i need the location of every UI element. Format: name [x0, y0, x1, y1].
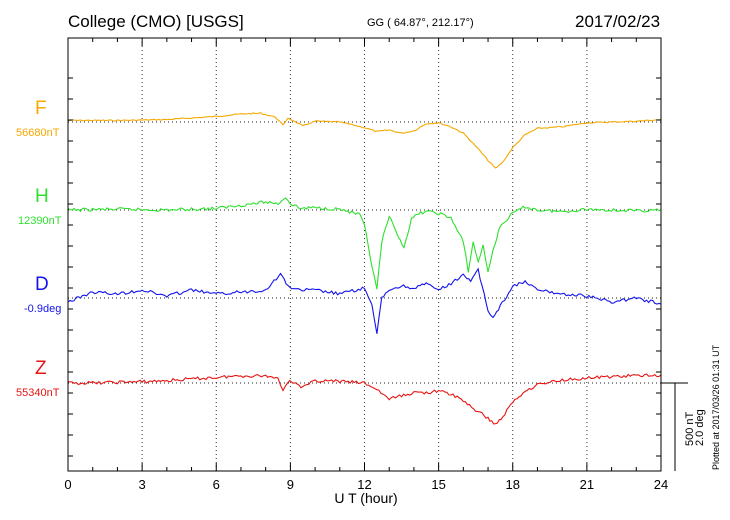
series-name-Z: Z: [35, 358, 47, 379]
series-baseline-F: 56680nT: [16, 127, 60, 139]
scale-bar: [661, 382, 688, 471]
trace-H: [67, 197, 662, 290]
x-tick-label-3: 3: [139, 477, 146, 492]
x-tick-label-9: 9: [287, 477, 294, 492]
x-tick-labels: 0 3 6 9 12 15 18 21 24: [64, 477, 668, 492]
station-coordinates: GG ( 64.87°, 212.17°): [367, 17, 474, 29]
series-baseline-D: -0.9deg: [24, 303, 62, 315]
station-title: College (CMO) [USGS]: [68, 12, 244, 31]
series-name-H: H: [35, 186, 49, 207]
trace-Z: [67, 373, 662, 425]
x-tick-label-15: 15: [431, 477, 445, 492]
scale-label-deg: 2.0 deg: [694, 409, 706, 446]
trace-F: [67, 112, 662, 169]
x-tick-label-24: 24: [654, 477, 668, 492]
grid-lines: [141, 38, 588, 471]
series-baseline-H: 12390nT: [18, 215, 62, 227]
axis-ticks: [67, 38, 662, 471]
chart-date: 2017/02/23: [575, 12, 661, 31]
trace-D: [67, 267, 662, 334]
series-baseline-Z: 55340nT: [16, 387, 60, 399]
x-tick-label-18: 18: [506, 477, 520, 492]
x-axis-label: U T (hour): [334, 490, 397, 506]
x-tick-label-12: 12: [357, 477, 371, 492]
plotted-timestamp: Plotted at 2017/03/26 01:31 UT: [711, 344, 721, 470]
x-tick-label-0: 0: [64, 477, 71, 492]
series-name-F: F: [35, 98, 47, 119]
series-name-D: D: [35, 274, 49, 295]
x-tick-label-6: 6: [213, 477, 220, 492]
series-traces: [67, 112, 662, 425]
x-tick-label-21: 21: [580, 477, 594, 492]
series-baselines: [68, 121, 661, 384]
